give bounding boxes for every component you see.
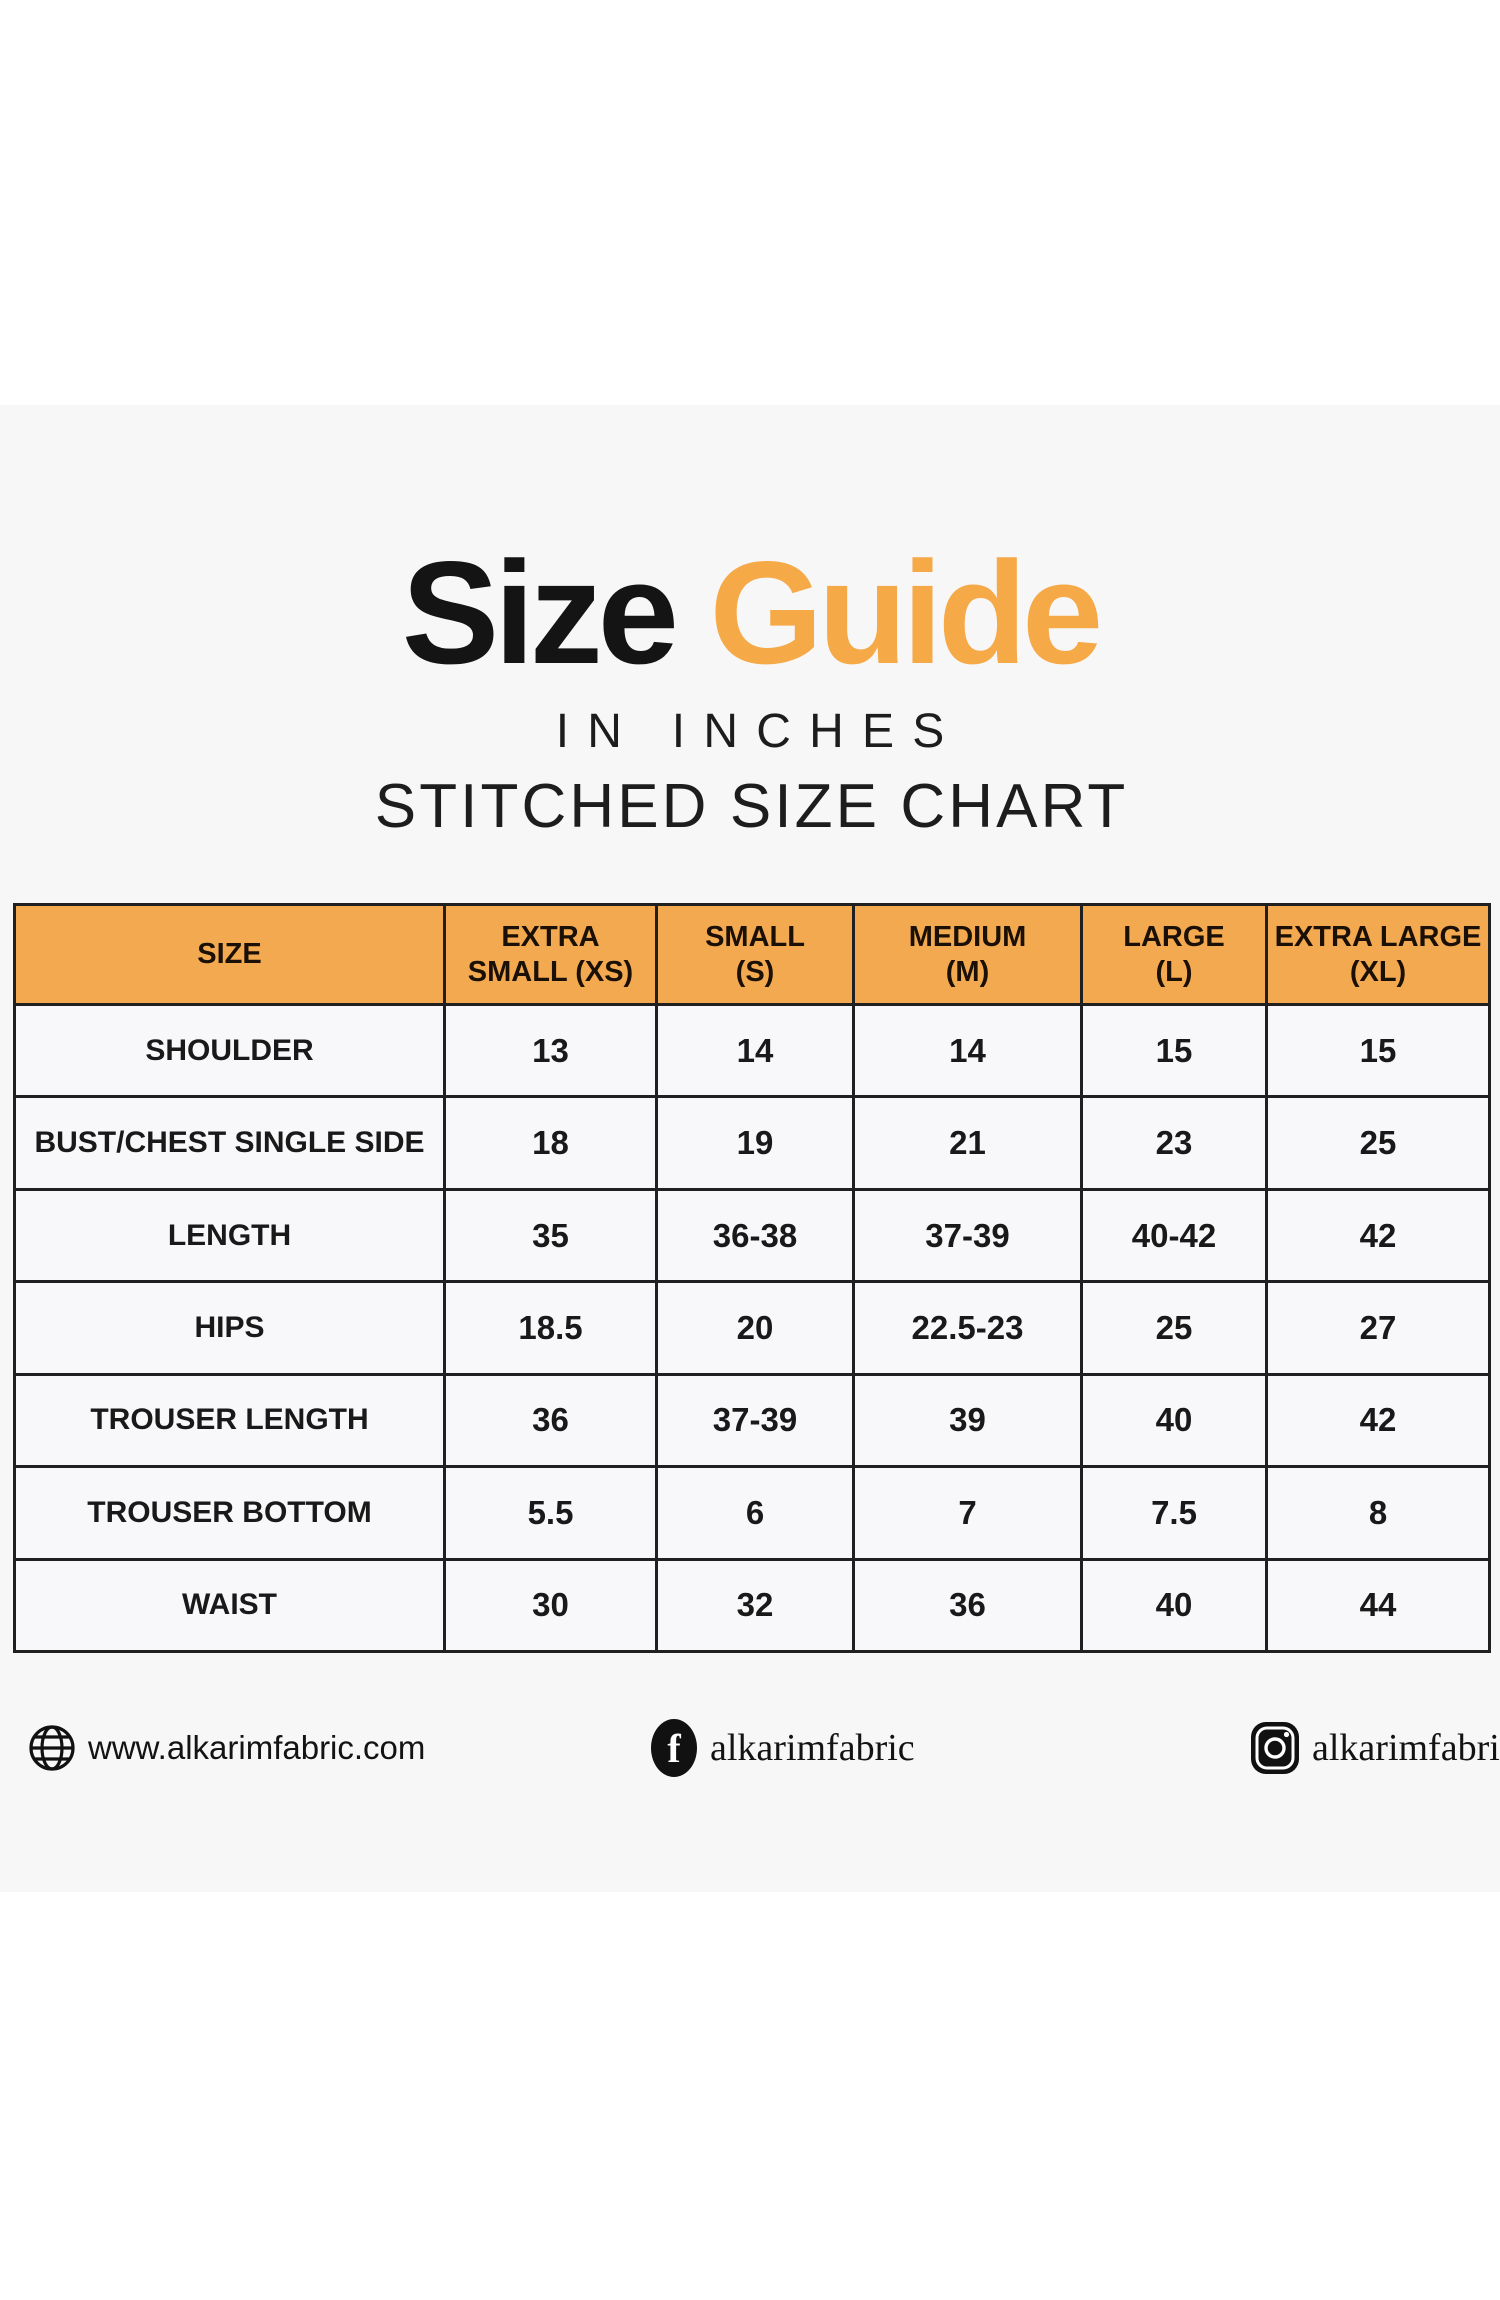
table-row-bust-chest: BUST/CHEST SINGLE SIDE 18 19 21 23 25	[13, 1095, 1491, 1191]
size-value-cell: 18.5	[443, 1280, 658, 1376]
table-row-length: LENGTH 35 36-38 37-39 40-42 42	[13, 1187, 1491, 1284]
column-header-m: MEDIUM (M)	[852, 903, 1083, 1006]
size-value-cell: 30	[443, 1557, 658, 1654]
row-label: LENGTH	[13, 1187, 446, 1284]
column-header-s: SMALL (S)	[655, 903, 855, 1006]
size-value-cell: 15	[1080, 1002, 1268, 1099]
size-value-cell: 39	[852, 1372, 1083, 1469]
page-title: Size Guide	[0, 540, 1500, 686]
row-label: TROUSER BOTTOM	[13, 1465, 446, 1561]
website-url: www.alkarimfabric.com	[88, 1729, 426, 1766]
size-value-cell: 35	[443, 1187, 658, 1284]
size-value-cell: 18	[443, 1095, 658, 1191]
size-value-cell: 44	[1265, 1557, 1491, 1654]
size-value-cell: 40-42	[1080, 1187, 1268, 1284]
size-value-cell: 25	[1080, 1280, 1268, 1376]
size-value-cell: 20	[655, 1280, 855, 1376]
footer-instagram: alkarimfabrics	[1250, 1716, 1500, 1780]
size-value-cell: 23	[1080, 1095, 1268, 1191]
row-label: BUST/CHEST SINGLE SIDE	[13, 1095, 446, 1191]
size-value-cell: 27	[1265, 1280, 1491, 1376]
table-row-waist: WAIST 30 32 36 40 44	[13, 1557, 1491, 1654]
row-label: HIPS	[13, 1280, 446, 1376]
size-value-cell: 36	[852, 1557, 1083, 1654]
size-value-cell: 7.5	[1080, 1465, 1268, 1561]
instagram-handle: alkarimfabrics	[1312, 1727, 1500, 1769]
row-label: SHOULDER	[13, 1002, 446, 1099]
size-value-cell: 14	[655, 1002, 855, 1099]
table-row-trouser-length: TROUSER LENGTH 36 37-39 39 40 42	[13, 1372, 1491, 1469]
size-value-cell: 5.5	[443, 1465, 658, 1561]
instagram-icon	[1250, 1719, 1300, 1777]
footer-facebook: f alkarimfabric	[650, 1716, 915, 1780]
size-value-cell: 37-39	[852, 1187, 1083, 1284]
table-row-shoulder: SHOULDER 13 14 14 15 15	[13, 1002, 1491, 1099]
size-value-cell: 25	[1265, 1095, 1491, 1191]
size-value-cell: 32	[655, 1557, 855, 1654]
size-value-cell: 21	[852, 1095, 1083, 1191]
subtitle-stitched-size-chart: STITCHED SIZE CHART	[374, 772, 1129, 841]
size-value-cell: 13	[443, 1002, 658, 1099]
column-header-size: SIZE	[13, 903, 446, 1006]
size-value-cell: 6	[655, 1465, 855, 1561]
size-value-cell: 37-39	[655, 1372, 855, 1469]
column-header-xs: EXTRA SMALL (XS)	[443, 903, 658, 1006]
facebook-handle: alkarimfabric	[710, 1727, 915, 1769]
globe-icon	[28, 1724, 76, 1772]
column-header-l: LARGE (L)	[1080, 903, 1268, 1006]
title-word-orange: Guide	[709, 531, 1104, 694]
size-value-cell: 42	[1265, 1187, 1491, 1284]
svg-text:f: f	[667, 1726, 681, 1771]
title-block: Size Guide IN INCHES STITCHED SIZE CHART	[0, 540, 1500, 842]
size-value-cell: 40	[1080, 1557, 1268, 1654]
table-row-trouser-bottom: TROUSER BOTTOM 5.5 6 7 7.5 8	[13, 1465, 1491, 1561]
size-chart-table: SIZE EXTRA SMALL (XS) SMALL (S) MEDIUM (M) …	[13, 903, 1491, 1654]
table-row-hips: HIPS 18.5 20 22.5-23 25 27	[13, 1280, 1491, 1376]
header-row: SIZE EXTRA SMALL (XS) SMALL (S) MEDIUM (M) …	[13, 903, 1491, 1006]
size-value-cell: 14	[852, 1002, 1083, 1099]
title-word-black: Size	[401, 531, 679, 694]
facebook-icon: f	[650, 1718, 698, 1778]
footer-website: www.alkarimfabric.com	[28, 1716, 425, 1780]
footer: www.alkarimfabric.com f alkarimfabric al…	[0, 1716, 1500, 1786]
size-value-cell: 40	[1080, 1372, 1268, 1469]
size-value-cell: 7	[852, 1465, 1083, 1561]
size-value-cell: 19	[655, 1095, 855, 1191]
size-value-cell: 42	[1265, 1372, 1491, 1469]
size-value-cell: 36	[443, 1372, 658, 1469]
size-value-cell: 8	[1265, 1465, 1491, 1561]
size-value-cell: 36-38	[655, 1187, 855, 1284]
size-value-cell: 15	[1265, 1002, 1491, 1099]
size-value-cell: 22.5-23	[852, 1280, 1083, 1376]
row-label: TROUSER LENGTH	[13, 1372, 446, 1469]
subtitle-in-inches: IN INCHES	[555, 705, 963, 758]
row-label: WAIST	[13, 1557, 446, 1654]
column-header-xl: EXTRA LARGE (XL)	[1265, 903, 1491, 1006]
